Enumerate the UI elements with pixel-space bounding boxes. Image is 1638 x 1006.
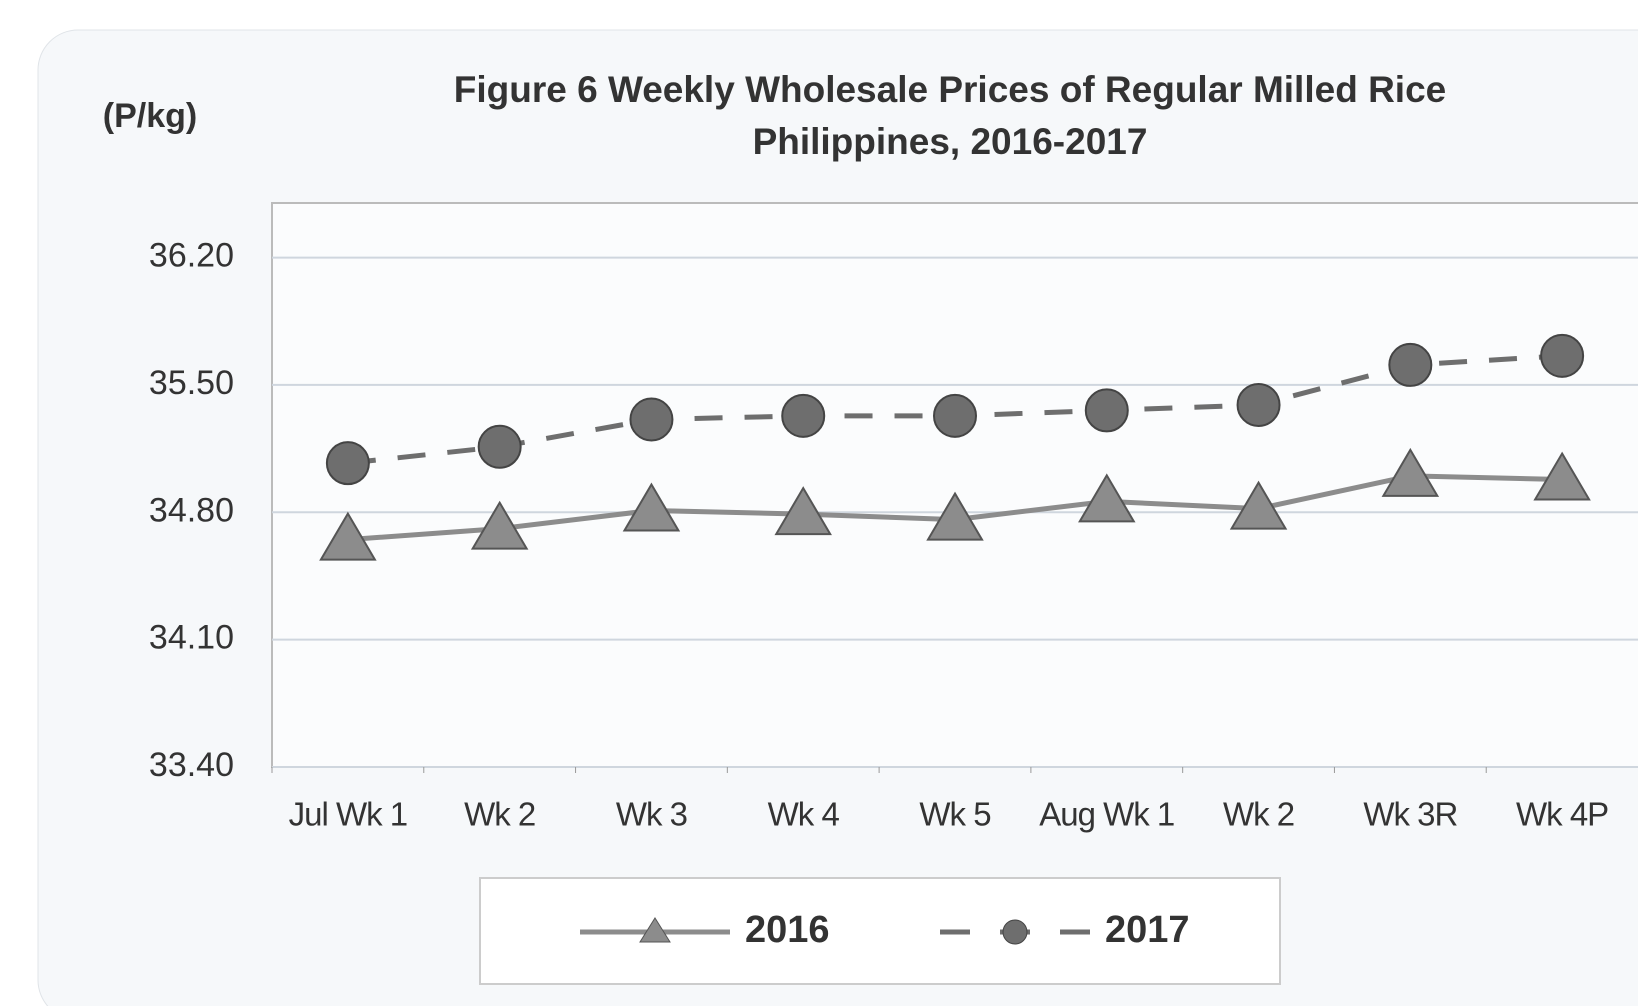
x-tick-label: Wk 3R	[1363, 796, 1457, 833]
y-tick-label: 35.50	[149, 364, 234, 402]
chart-title: Figure 6 Weekly Wholesale Prices of Regu…	[454, 69, 1446, 110]
legend-label: 2017	[1105, 909, 1190, 951]
marker	[1084, 388, 1129, 433]
x-tick-label: Wk 2	[464, 796, 535, 833]
marker	[319, 511, 377, 561]
marker	[622, 482, 681, 532]
marker	[926, 491, 984, 541]
y-tick-label: 36.20	[149, 237, 234, 275]
y-axis-label: (P/kg)	[103, 97, 197, 135]
marker	[933, 393, 977, 438]
x-tick-label: Wk 4	[768, 796, 840, 833]
marker	[1381, 447, 1440, 497]
marker	[1533, 451, 1591, 501]
y-tick-label: 34.80	[149, 491, 234, 529]
x-tick-label: Wk 3	[616, 796, 687, 833]
marker	[477, 424, 522, 469]
y-tick-label: 34.10	[149, 619, 234, 657]
marker	[781, 393, 826, 438]
plot-area	[271, 202, 1638, 768]
chart-subtitle: Philippines, 2016-2017	[753, 121, 1148, 162]
marker	[1388, 342, 1433, 387]
marker	[1078, 473, 1136, 523]
marker	[1540, 333, 1585, 378]
x-tick-label: Wk 5	[919, 796, 990, 833]
x-tick-label: Aug Wk 1	[1039, 796, 1174, 833]
marker	[1229, 480, 1288, 530]
marker	[470, 500, 529, 550]
x-tick-label: Jul Wk 1	[289, 796, 408, 833]
x-tick-label: Wk 4P	[1516, 796, 1608, 833]
marker	[1236, 382, 1281, 427]
marker	[325, 441, 370, 486]
marker	[629, 397, 674, 442]
x-tick-label: Wk 2	[1223, 796, 1294, 833]
marker	[774, 486, 832, 536]
y-tick-label: 33.40	[149, 746, 234, 784]
legend-marker	[639, 917, 671, 943]
legend-label: 2016	[745, 909, 830, 951]
legend-marker	[1002, 919, 1028, 945]
